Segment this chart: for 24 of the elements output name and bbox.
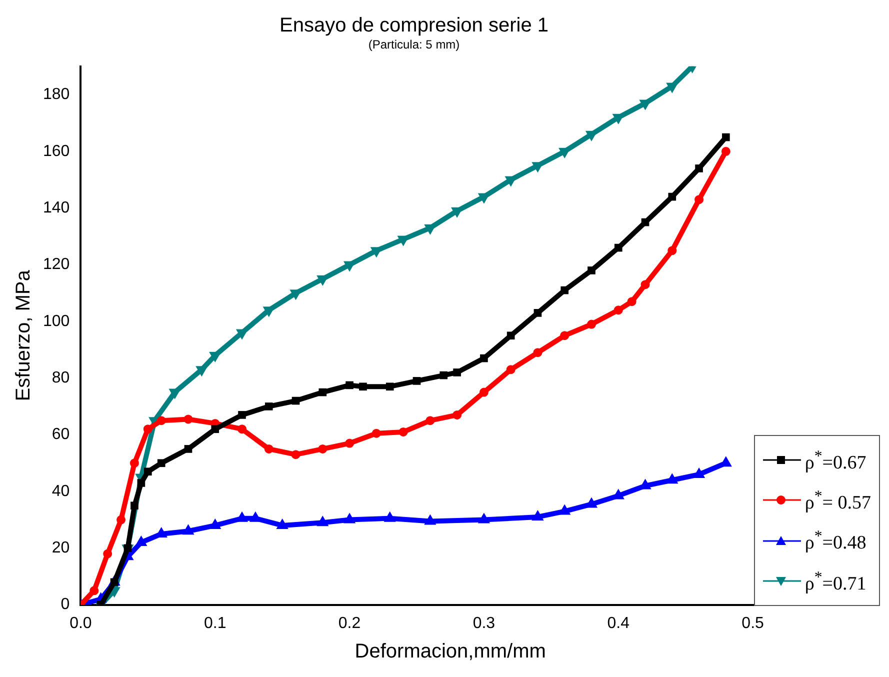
- y-axis-title: Esfuerzo, MPa: [12, 269, 35, 402]
- x-tick-label: 0.1: [204, 614, 226, 632]
- y-tick-label: 40: [52, 482, 70, 500]
- legend-label: ρ$^{*}$= 0.57: [804, 487, 871, 516]
- x-tick-label: 0.3: [472, 614, 496, 632]
- x-tick-label: 0.2: [338, 614, 361, 632]
- y-tick-label: 120: [42, 256, 70, 274]
- chart-title: Ensayo de compresion serie 1: [279, 14, 549, 37]
- y-tick-label: 180: [42, 86, 70, 104]
- legend-label: ρ$^{*}$=0.48: [804, 527, 866, 556]
- legend-label: ρ$^{*}$=0.71: [804, 568, 866, 596]
- y-tick-label: 160: [42, 142, 70, 160]
- chart-subtitle: (Particula: 5 mm): [368, 38, 460, 52]
- y-tick-label: 20: [52, 540, 70, 557]
- legend-label: ρ$^{*}$=0.67: [804, 446, 866, 476]
- x-tick-label: 0.5: [742, 614, 764, 632]
- x-tick-label: 0.0: [70, 614, 92, 632]
- x-tick-label: 0.4: [607, 614, 630, 632]
- y-tick-label: 0: [60, 596, 70, 614]
- y-tick-label: 80: [52, 370, 70, 387]
- y-tick-label: 60: [52, 426, 70, 444]
- x-axis-title: Deformacion,mm/mm: [354, 640, 546, 663]
- y-tick-label: 100: [42, 312, 70, 330]
- y-tick-label: 140: [42, 199, 70, 216]
